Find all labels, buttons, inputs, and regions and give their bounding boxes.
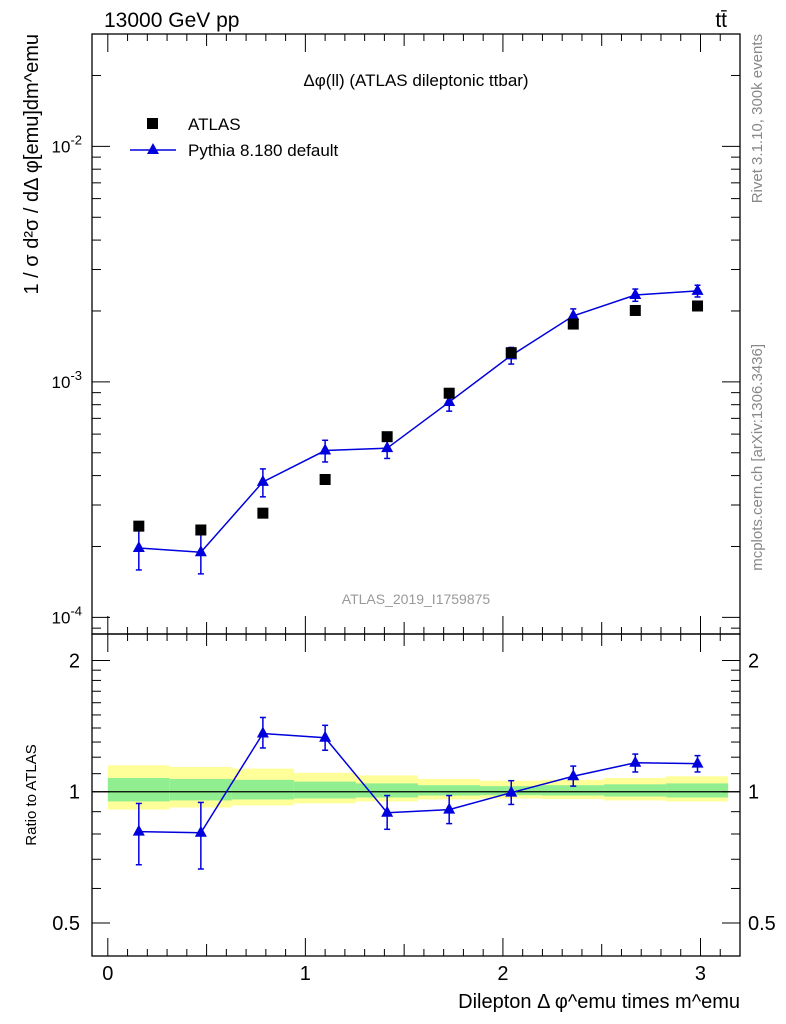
band-inner-bin bbox=[417, 785, 481, 796]
rivet-label: Rivet 3.1.10, 300k events bbox=[749, 34, 766, 203]
mc-point bbox=[194, 545, 207, 557]
ratio-y-tick-label-right: 2 bbox=[748, 650, 759, 672]
ratio-panel-frame bbox=[91, 633, 741, 957]
main-x-ticks bbox=[107, 34, 741, 634]
ratio-point bbox=[132, 824, 145, 836]
main-y-axis-title: 1 / σ d²σ / dΔ φ[emu]dm^emu bbox=[21, 34, 43, 295]
ratio-y-ticks: 0.5 0.5 1 1 2 2 bbox=[52, 650, 776, 935]
ratio-y-tick-label: 2 bbox=[69, 650, 80, 672]
ratio-point bbox=[443, 802, 456, 814]
mc-point bbox=[132, 541, 145, 553]
x-tick-label: 1 bbox=[300, 963, 311, 985]
main-series-layer bbox=[132, 283, 704, 575]
band-inner-bin bbox=[604, 784, 667, 797]
legend-mc-marker bbox=[147, 143, 159, 154]
ratio-point bbox=[194, 825, 207, 837]
legend-mc-label: Pythia 8.180 default bbox=[188, 141, 339, 160]
ratio-point bbox=[629, 755, 642, 767]
ratio-y-tick-label-right: 0.5 bbox=[748, 913, 776, 935]
band-inner-bin bbox=[231, 779, 294, 800]
ratio-x-ticks: 0 1 2 3 bbox=[102, 634, 741, 985]
data-point bbox=[443, 387, 455, 399]
watermark-label: ATLAS_2019_I1759875 bbox=[342, 591, 491, 607]
ratio-point bbox=[319, 730, 332, 742]
ratio-y-axis-title: Ratio to ATLAS bbox=[23, 744, 40, 845]
ratio-series-layer bbox=[132, 716, 704, 870]
data-point bbox=[195, 524, 207, 536]
ratio-point bbox=[691, 756, 704, 768]
data-point bbox=[319, 473, 331, 485]
mc-point bbox=[691, 283, 704, 295]
mc-line bbox=[138, 290, 698, 554]
process-label: tt̄ bbox=[715, 9, 727, 32]
mc-point bbox=[381, 441, 394, 453]
legend-atlas-label: ATLAS bbox=[188, 115, 241, 134]
data-point bbox=[629, 304, 641, 316]
mc-point bbox=[319, 443, 332, 455]
mc-point bbox=[629, 288, 642, 300]
x-tick-label: 2 bbox=[497, 963, 508, 985]
main-y-tick-label: 10-3 bbox=[52, 368, 82, 392]
ratio-line bbox=[138, 732, 698, 834]
data-point bbox=[692, 300, 704, 312]
data-point bbox=[133, 520, 145, 532]
main-y-tick-label: 10-4 bbox=[52, 603, 82, 627]
band-inner-bin bbox=[107, 778, 170, 802]
mc-point bbox=[443, 395, 456, 407]
band-inner-bin bbox=[666, 783, 729, 798]
ratio-point bbox=[567, 769, 580, 781]
ratio-point bbox=[256, 726, 269, 738]
mc-point bbox=[256, 474, 269, 486]
band-inner-bin bbox=[542, 785, 605, 796]
mcplots-label: mcplots.cern.ch [arXiv:1306.3436] bbox=[749, 344, 766, 571]
ratio-point bbox=[505, 785, 518, 797]
data-point bbox=[505, 347, 517, 359]
ratio-y-tick-label: 1 bbox=[69, 782, 80, 804]
x-tick-label: 3 bbox=[695, 963, 706, 985]
data-point bbox=[567, 318, 579, 330]
ratio-point bbox=[381, 805, 394, 817]
band-inner-bin bbox=[169, 778, 232, 801]
legend: ATLAS Pythia 8.180 default bbox=[130, 115, 339, 160]
band-inner-bin bbox=[293, 781, 356, 799]
main-title: Δφ(ll) (ATLAS dileptonic ttbar) bbox=[303, 71, 528, 90]
x-tick-label: 0 bbox=[102, 963, 113, 985]
legend-atlas-marker bbox=[147, 118, 158, 129]
data-point bbox=[381, 431, 393, 443]
energy-label: 13000 GeV pp bbox=[104, 9, 239, 32]
mc-point bbox=[567, 308, 580, 320]
x-axis-title: Dilepton Δ φ^emu times m^emu bbox=[458, 991, 740, 1013]
main-y-tick-label: 10-2 bbox=[52, 132, 82, 156]
ratio-panel: 0.5 0.5 1 1 2 2 0 1 2 3 Ratio to ATLAS Dilepton … bbox=[23, 633, 776, 1013]
main-panel: 10-4 10-3 10-2 Δφ(ll) (ATLAS dileptonic tt… bbox=[21, 33, 741, 635]
data-point bbox=[257, 507, 269, 519]
ratio-y-tick-label-right: 1 bbox=[748, 782, 759, 804]
ratio-y-tick-label: 0.5 bbox=[52, 913, 80, 935]
